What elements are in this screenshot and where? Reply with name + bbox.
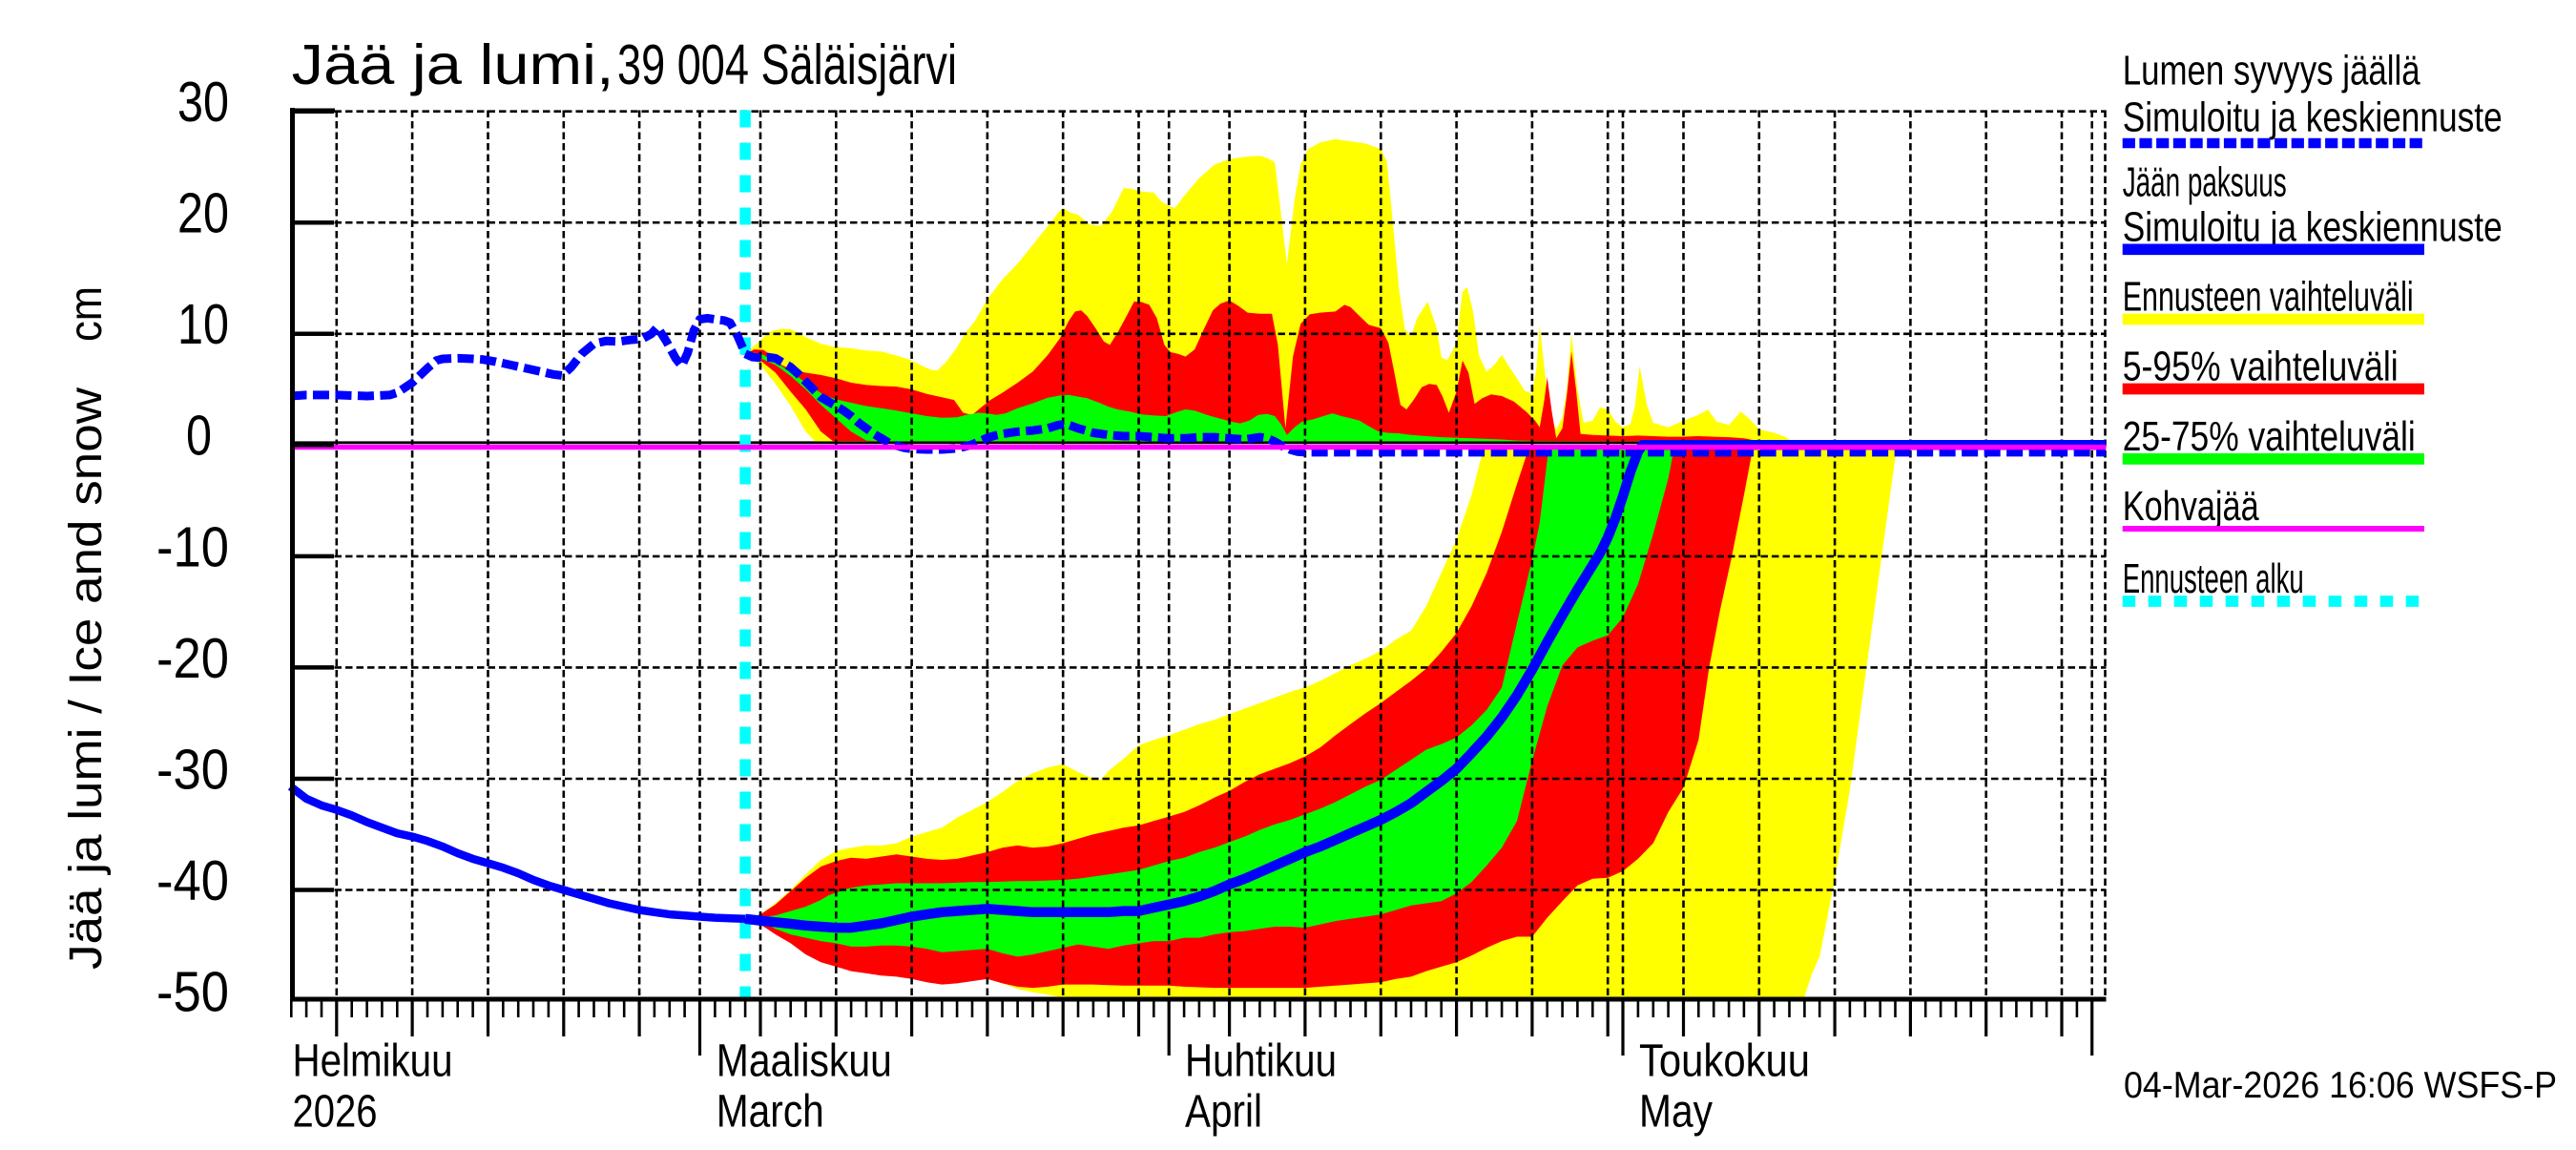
svg-text:Jää ja lumi,: Jää ja lumi, — [292, 32, 614, 96]
svg-text:Helmikuu: Helmikuu — [293, 1036, 453, 1087]
svg-text:Lumen syvyys jäällä: Lumen syvyys jäällä — [2123, 48, 2420, 94]
svg-text:Maaliskuu: Maaliskuu — [717, 1036, 892, 1087]
svg-text:Toukokuu: Toukokuu — [1639, 1036, 1810, 1087]
svg-text:-30: -30 — [156, 738, 229, 801]
svg-text:Ennusteen vaihteluväli: Ennusteen vaihteluväli — [2123, 274, 2414, 321]
svg-text:Simuloitu ja keskiennuste: Simuloitu ja keskiennuste — [2123, 203, 2503, 250]
svg-text:May: May — [1639, 1087, 1713, 1138]
svg-text:20: 20 — [177, 182, 229, 245]
svg-text:Kohvajää: Kohvajää — [2123, 483, 2259, 530]
svg-text:25-75% vaihteluväli: 25-75% vaihteluväli — [2123, 413, 2416, 460]
svg-text:2026: 2026 — [293, 1087, 378, 1138]
svg-text:March: March — [717, 1087, 824, 1138]
svg-text:Ennusteen alku: Ennusteen alku — [2123, 555, 2304, 602]
svg-text:5-95% vaihteluväli: 5-95% vaihteluväli — [2123, 344, 2399, 390]
svg-text:39 004 Säläisjärvi: 39 004 Säläisjärvi — [617, 32, 957, 96]
svg-text:30: 30 — [177, 71, 229, 134]
svg-text:-20: -20 — [156, 627, 229, 690]
svg-text:-50: -50 — [156, 960, 229, 1023]
svg-text:-10: -10 — [156, 515, 229, 578]
svg-text:Simuloitu ja keskiennuste: Simuloitu ja keskiennuste — [2123, 94, 2503, 140]
svg-text:April: April — [1185, 1087, 1262, 1138]
svg-text:Jää ja lumi / Ice and snow: Jää ja lumi / Ice and snow — [61, 387, 112, 970]
svg-text:cm: cm — [61, 286, 112, 342]
svg-text:0: 0 — [186, 405, 212, 468]
svg-text:04-Mar-2026 16:06 WSFS-P: 04-Mar-2026 16:06 WSFS-P — [2124, 1065, 2557, 1106]
svg-text:Huhtikuu: Huhtikuu — [1185, 1036, 1337, 1087]
svg-text:-40: -40 — [156, 849, 229, 912]
svg-text:10: 10 — [177, 293, 229, 356]
svg-text:Jään paksuus: Jään paksuus — [2123, 158, 2287, 205]
